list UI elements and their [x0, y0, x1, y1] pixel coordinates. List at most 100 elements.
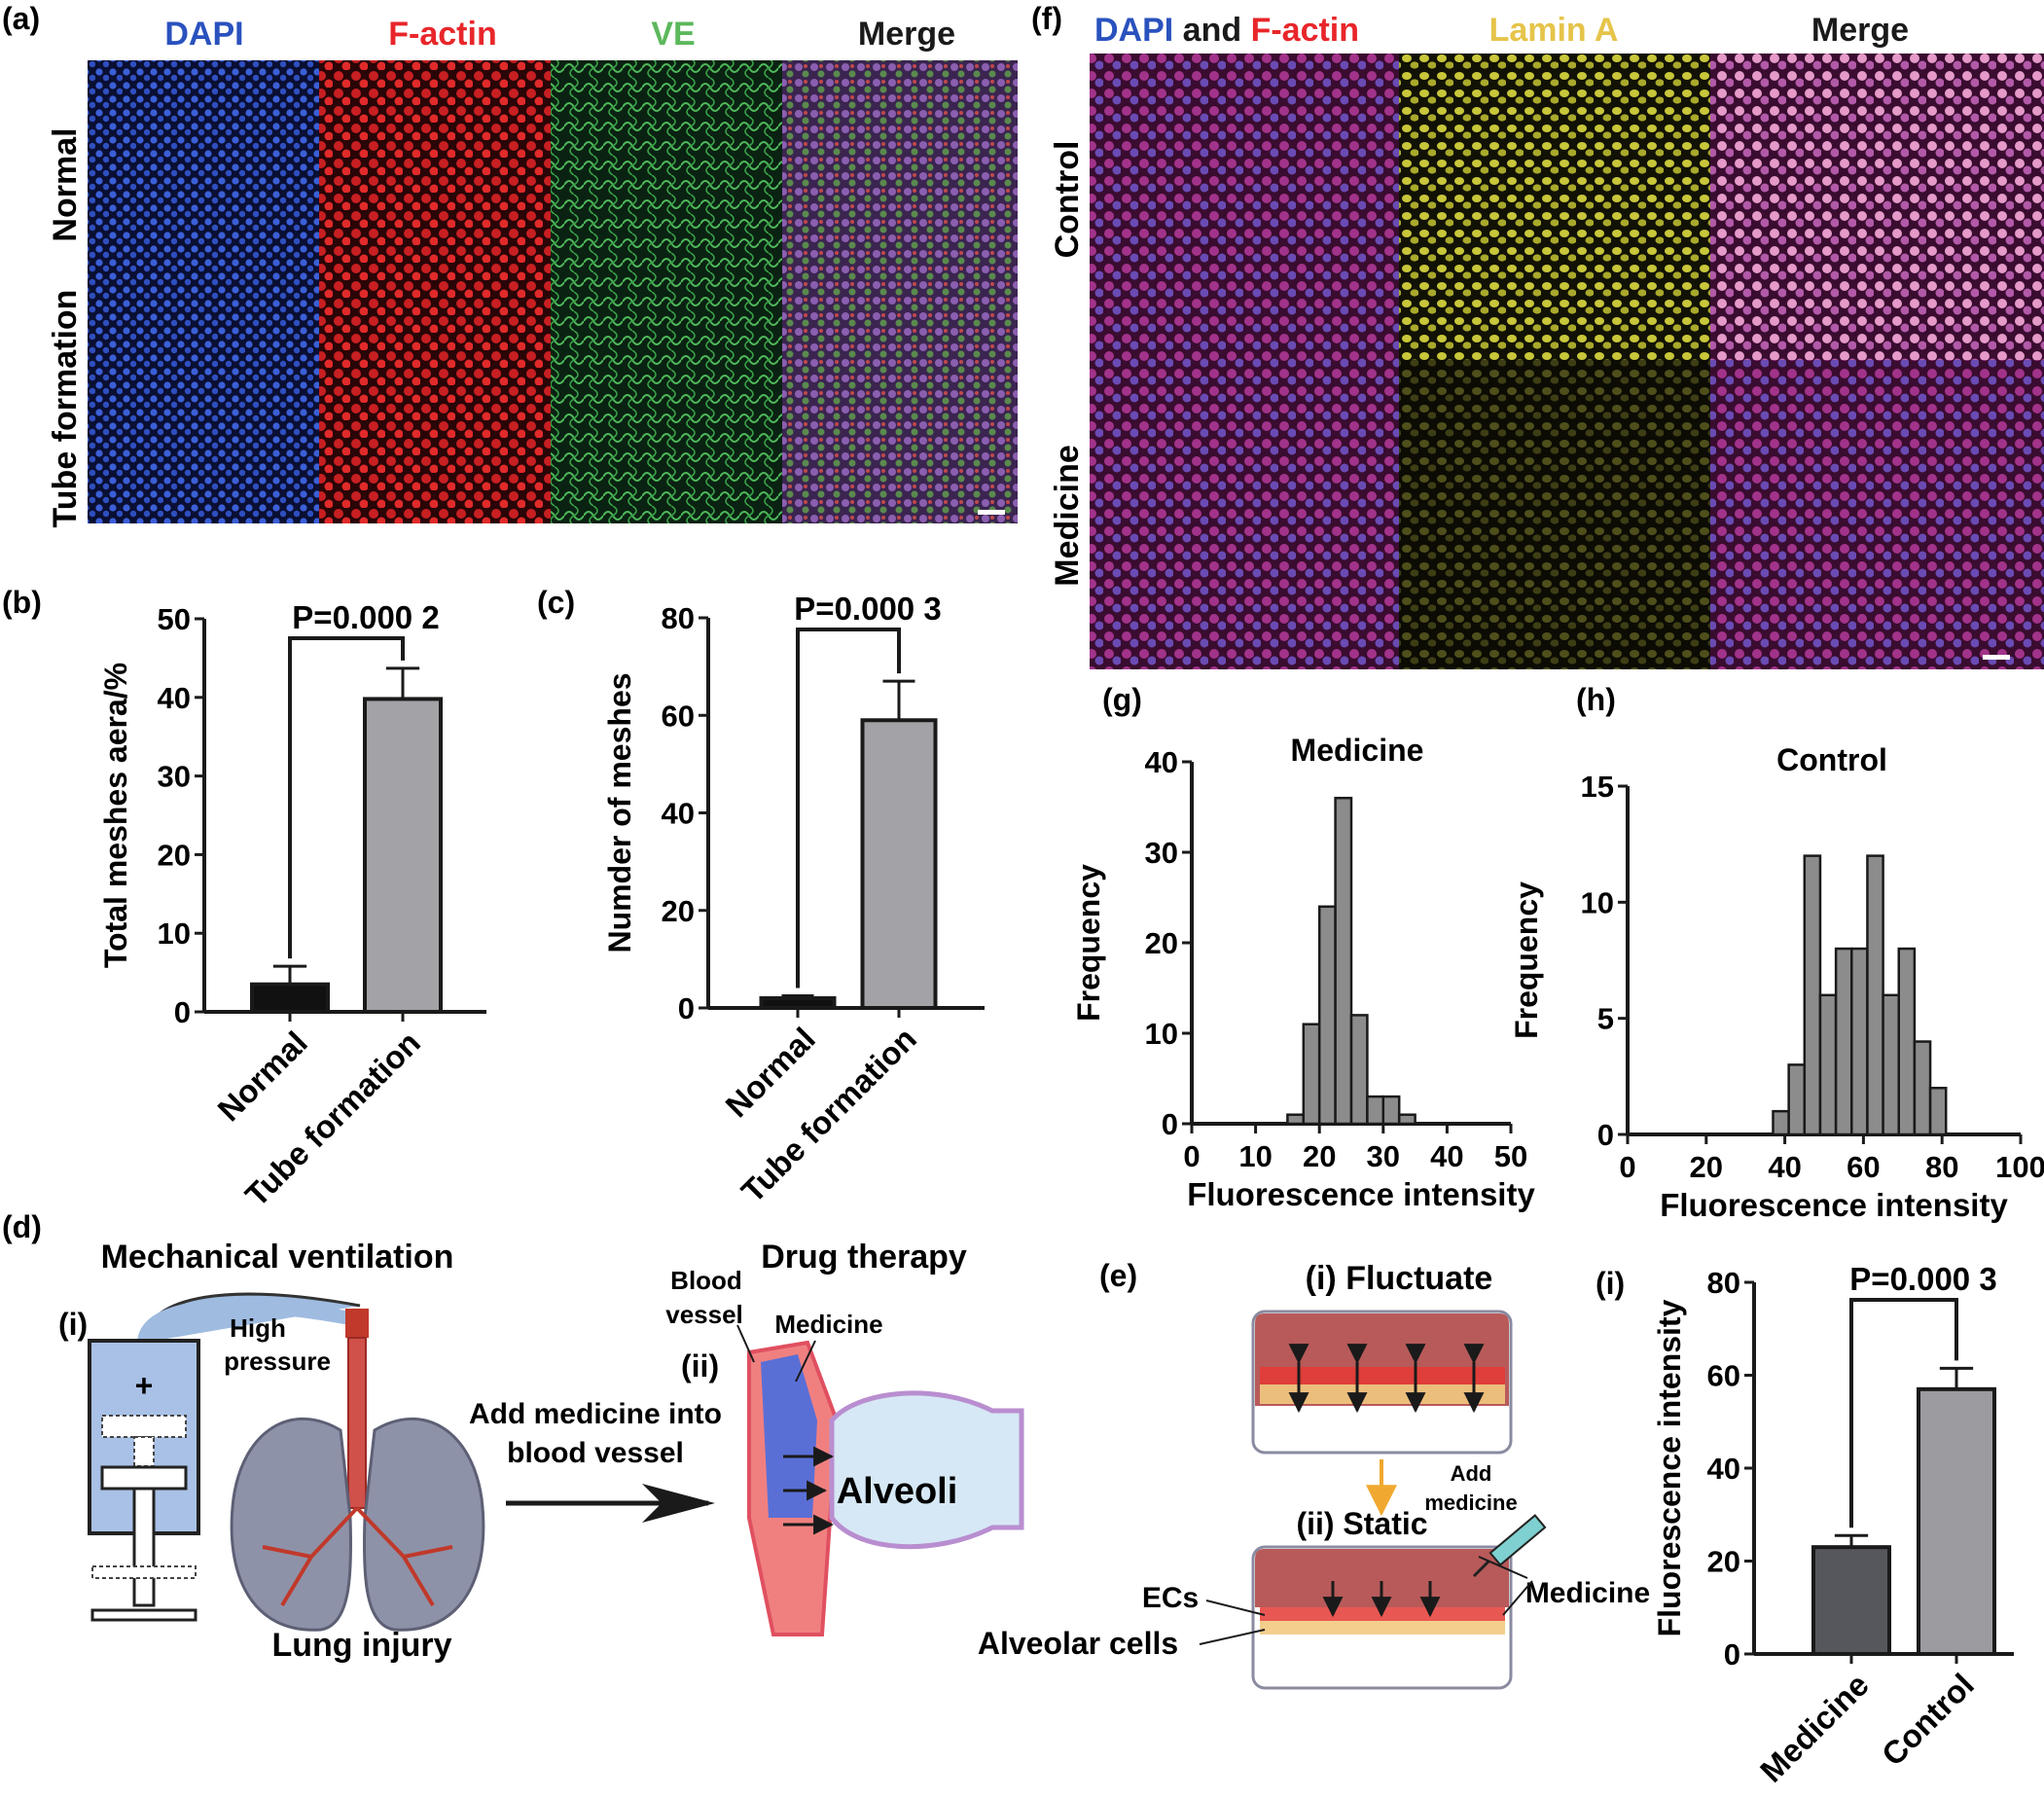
chart-h-xtick-label: 40	[1768, 1150, 1801, 1184]
chart-i-bar-control	[1917, 1386, 1996, 1656]
ventilator-illustration: + High pressure	[88, 1292, 361, 1622]
chart-h-bin	[1787, 1063, 1807, 1136]
chart-h-bin	[1834, 947, 1853, 1136]
chart-i-ytick-label: 0	[1724, 1637, 1740, 1671]
label-pressure: pressure	[224, 1347, 331, 1376]
chart-h-ylabel: Frequency	[1509, 881, 1544, 1039]
panel-d-letter: (d)	[2, 1209, 42, 1244]
chart-h-ytick-label: 15	[1581, 770, 1614, 804]
panel-f: (f) DAPI and F-actin Lamin A Merge Contr…	[1031, 1, 2044, 669]
label-alveoli: Alveoli	[837, 1471, 958, 1512]
panel-d-title-drug: Drug therapy	[761, 1239, 967, 1276]
chart-g-ytick-label: 10	[1145, 1017, 1178, 1051]
panel-f-header-dapi: DAPI	[1094, 12, 1173, 49]
micrograph-a-normal-merge	[782, 60, 1018, 290]
chart-c-letter: (c)	[537, 585, 575, 620]
label-alveolar-cells: Alveolar cells	[978, 1626, 1178, 1661]
chart-h-ytick-label: 10	[1581, 885, 1614, 919]
chart-i-xtick-label: Control	[1875, 1667, 1981, 1773]
label-fluctuate: (i) Fluctuate	[1306, 1260, 1493, 1297]
static-arrows	[1322, 1581, 1441, 1618]
panel-d: (d) Mechanical ventilation Drug therapy …	[2, 1209, 1024, 1664]
chart-h-ytick-label: 5	[1597, 1002, 1614, 1036]
chart-i-xtick-label: Medicine	[1753, 1667, 1876, 1789]
label-lung-injury: Lung injury	[271, 1627, 451, 1664]
chart-i-significance-bracket	[1849, 1298, 1958, 1528]
chart-b-ytick-label: 20	[158, 838, 191, 872]
label-vessel: vessel	[665, 1300, 743, 1329]
alveoli-shape	[829, 1390, 1024, 1550]
chart-h-xtick-label: 100	[1995, 1150, 2044, 1184]
panel-d-sub-ii: (ii)	[681, 1348, 719, 1384]
chart-b-bar-normal	[250, 982, 330, 1014]
chart-g-xtick-label: 30	[1367, 1139, 1400, 1173]
chart-h-bin	[1913, 1040, 1932, 1136]
chart-b-ytick-label: 30	[158, 760, 191, 794]
chart-g-letter: (g)	[1102, 682, 1142, 717]
scale-bar-f	[1983, 655, 2010, 660]
chart-g-ytick-label: 40	[1145, 745, 1178, 779]
chart-c-ytick-label: 0	[678, 991, 695, 1025]
panel-a-header-dapi: DAPI	[164, 16, 243, 53]
label-add: Add	[1451, 1461, 1492, 1486]
micrograph-f-control-lamin	[1399, 54, 1710, 360]
plunger-ghost	[101, 1415, 187, 1438]
fluctuate-arrows	[1288, 1344, 1485, 1414]
chart-h-xtick-label: 60	[1847, 1150, 1880, 1184]
panel-a-header-merge: Merge	[858, 16, 955, 53]
chart-g-ylabel: Frequency	[1071, 864, 1106, 1022]
chart-b-ytick-label: 40	[158, 681, 191, 715]
plunger-base-ghost	[91, 1565, 197, 1579]
chart-b-significance-bracket	[288, 636, 405, 959]
static-medium	[1255, 1549, 1509, 1607]
chart-h-bin	[1850, 947, 1869, 1136]
chart-g-bin	[1302, 1023, 1321, 1126]
micrograph-a-tube-ve	[551, 290, 782, 523]
medicine-pointer-e2	[1502, 1580, 1533, 1616]
larynx	[345, 1309, 369, 1338]
label-medicine-add: medicine	[1424, 1491, 1517, 1515]
label-high: High	[230, 1313, 286, 1343]
chart-i-ylabel: Fluorescence intensity	[1652, 1299, 1687, 1636]
fluctuate-alveolar-layer	[1260, 1384, 1505, 1404]
therapy-arrow-head	[642, 1484, 715, 1523]
chart-g-bin	[1366, 1095, 1385, 1126]
chart-g-xtick-label: 40	[1430, 1139, 1463, 1173]
label-ecs: ECs	[1142, 1582, 1199, 1614]
panel-f-row-control: Control	[1049, 141, 1086, 259]
chart-g-title: Medicine	[1291, 733, 1424, 768]
chart-h-bin	[1882, 993, 1901, 1136]
panel-a-letter: (a)	[2, 1, 40, 36]
panel-d-title-ventilation: Mechanical ventilation	[101, 1239, 454, 1276]
chart-c-ytick-label: 60	[662, 699, 695, 733]
lungs-illustration: Lung injury	[230, 1309, 485, 1664]
chart-g-bin	[1397, 1113, 1416, 1126]
chart-c-ytick-label: 40	[662, 797, 695, 831]
label-add-medicine-1: Add medicine into	[469, 1398, 722, 1430]
chart-i: (i) 0 20 40 60 80 Fluorescence intensity Medici…	[1596, 1261, 2014, 1789]
panel-a-header-ve: VE	[651, 16, 695, 53]
panel-e-letter: (e)	[1099, 1258, 1137, 1293]
chart-b-xtick-label: Normal	[210, 1024, 314, 1129]
panel-d-sub-i: (i)	[58, 1307, 88, 1342]
syringe-icon	[1472, 1514, 1547, 1578]
chart-c-xtick-label: Tube formation	[735, 1021, 923, 1209]
panel-a-row-normal: Normal	[47, 127, 84, 241]
micrograph-f-control-dapi-factin	[1090, 54, 1399, 360]
panel-a: (a) DAPI F-actin VE Merge Normal Tube fo…	[2, 1, 1018, 527]
chart-h-xtick-label: 80	[1925, 1150, 1958, 1184]
chart-b-p-value: P=0.000 2	[292, 599, 439, 635]
label-blood: Blood	[670, 1266, 742, 1295]
panel-a-row-tube: Tube formation	[47, 290, 84, 528]
chart-g-ytick-label: 20	[1145, 926, 1178, 960]
chart-g-ytick-label: 30	[1145, 836, 1178, 870]
chart-i-p-value: P=0.000 3	[1849, 1261, 1996, 1297]
panel-f-header-factin: F-actin	[1251, 12, 1359, 49]
panel-f-row-medicine: Medicine	[1049, 445, 1086, 586]
chart-g-xtick-label: 10	[1238, 1139, 1272, 1173]
chart-i-bar-medicine	[1811, 1545, 1891, 1657]
label-add-medicine-2: blood vessel	[507, 1437, 684, 1469]
panel-f-header-lamin: Lamin A	[1489, 12, 1619, 49]
